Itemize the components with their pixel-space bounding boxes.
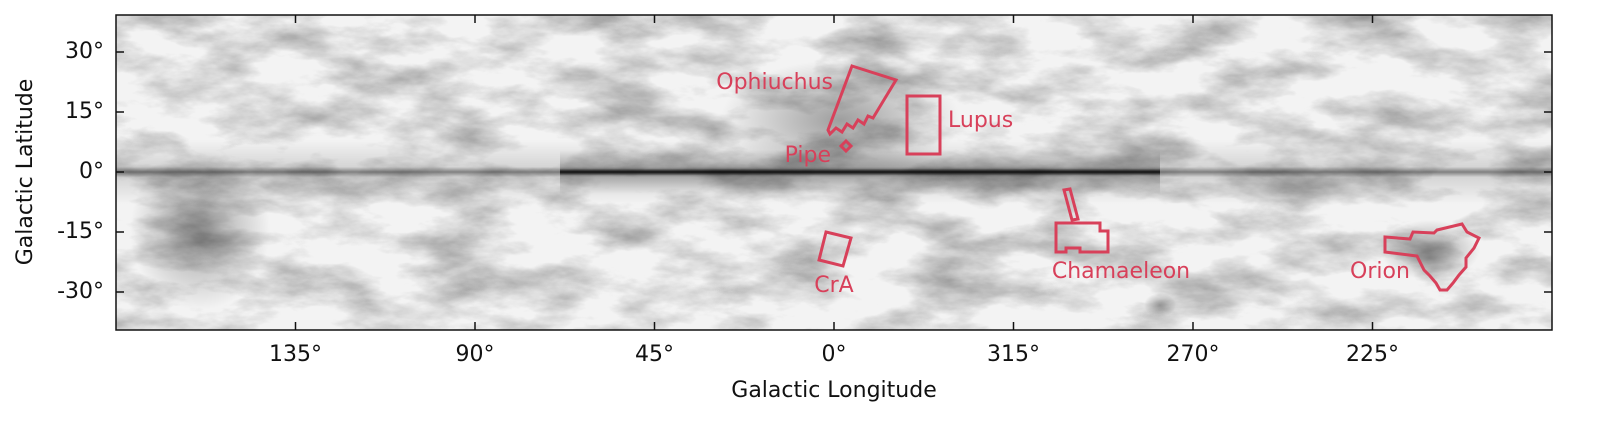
y-tick-label: -15°	[57, 219, 104, 244]
region-outline	[1383, 222, 1482, 292]
dust-map	[116, 15, 1552, 330]
x-tick-label: 135°	[269, 342, 322, 367]
y-tick-label: -30°	[57, 279, 104, 304]
region-outline	[1062, 187, 1080, 222]
x-axis-label: Galactic Longitude	[731, 378, 936, 403]
region-label: Pipe	[785, 143, 831, 168]
x-tick-label: 225°	[1346, 342, 1399, 367]
region-label: CrA	[814, 273, 853, 298]
x-tick-label: 90°	[456, 342, 495, 367]
region-label: Orion	[1350, 259, 1410, 284]
x-tick-label: 0°	[822, 342, 847, 367]
y-tick-label: 0°	[79, 159, 104, 184]
region-label: Chamaeleon	[1052, 259, 1190, 284]
x-tick-label: 270°	[1167, 342, 1220, 367]
region-outline	[826, 64, 899, 137]
y-tick-label: 30°	[65, 39, 104, 64]
region-outline	[838, 138, 854, 154]
y-axis-label: Galactic Latitude	[13, 79, 38, 266]
x-tick-label: 45°	[635, 342, 674, 367]
x-tick-label: 315°	[987, 342, 1040, 367]
region-label: Ophiuchus	[716, 70, 833, 95]
region-outline	[1054, 221, 1110, 254]
regions: Ophiuchus Pipe Lupus CrA Chamaeleon Orio…	[716, 64, 1482, 298]
region-outline	[817, 230, 853, 268]
region-label: Lupus	[948, 108, 1013, 133]
region-outline	[905, 94, 942, 156]
y-tick-label: 15°	[65, 99, 104, 124]
